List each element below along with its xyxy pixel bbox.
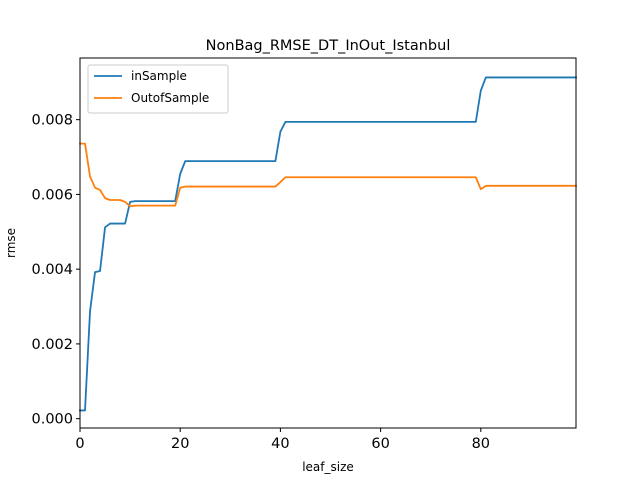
x-tick-label: 60 <box>371 436 389 452</box>
y-axis: 0.000 0.002 0.004 0.006 0.008 <box>31 113 80 428</box>
legend: inSample OutofSample <box>87 64 229 114</box>
series-line-outofsample <box>79 142 577 208</box>
x-tick-label: 0 <box>75 436 84 452</box>
x-axis-label: leaf_size <box>302 460 354 474</box>
x-axis: 0 20 40 60 80 <box>75 428 490 452</box>
legend-label-insample: inSample <box>131 69 187 83</box>
y-tick-label: 0.004 <box>31 262 73 278</box>
y-tick-label: 0.002 <box>31 337 73 353</box>
series-layer <box>79 76 577 412</box>
legend-entries: inSample OutofSample <box>94 69 209 105</box>
x-tick-label: 80 <box>472 436 490 452</box>
y-tick-label: 0.000 <box>31 412 73 428</box>
x-tick-label: 40 <box>271 436 289 452</box>
legend-box <box>87 64 229 114</box>
axes-background <box>80 58 576 428</box>
y-tick-label: 0.008 <box>31 113 73 129</box>
axes-frame <box>79 57 577 429</box>
legend-label-outofsample: OutofSample <box>131 91 209 105</box>
chart-title: NonBag_RMSE_DT_InOut_Istanbul <box>206 38 451 54</box>
y-tick-label: 0.006 <box>31 187 73 203</box>
y-axis-label: rmse <box>4 228 18 258</box>
x-tick-label: 20 <box>171 436 189 452</box>
plot-area <box>79 57 577 429</box>
series-line-insample <box>79 76 577 412</box>
